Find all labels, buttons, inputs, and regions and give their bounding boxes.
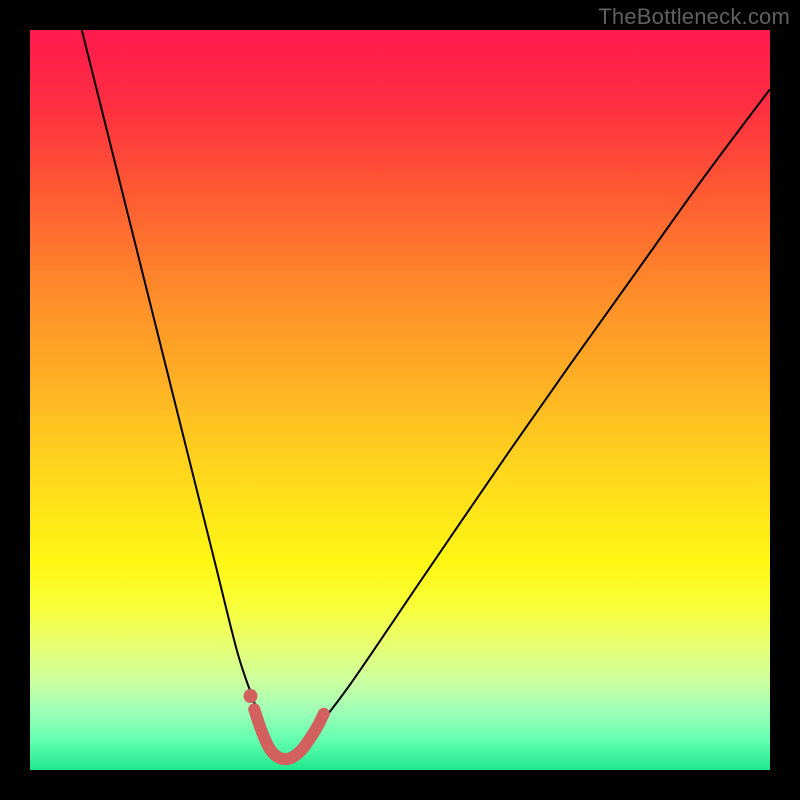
dip-marker-curve [254, 709, 324, 759]
chart-svg [30, 30, 770, 770]
plot-area [30, 30, 770, 770]
curve-right [285, 89, 770, 759]
watermark-text: TheBottleneck.com [598, 4, 790, 30]
dip-marker-dot [244, 689, 258, 703]
chart-frame: TheBottleneck.com [0, 0, 800, 800]
curve-left [82, 30, 285, 759]
